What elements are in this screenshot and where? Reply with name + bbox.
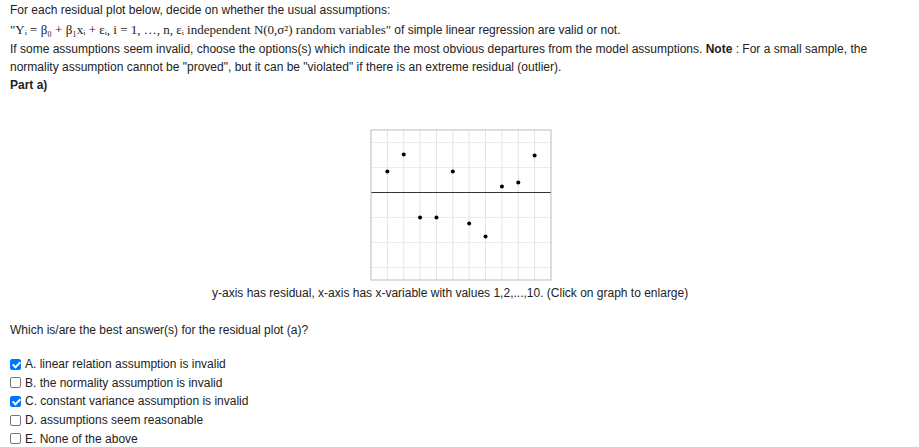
instruction-line: If some assumptions seem invalid, choose… (10, 42, 867, 56)
option-row: D. assumptions seem reasonable (10, 413, 203, 427)
x-grid-line (387, 130, 388, 280)
instruction-text: If some assumptions seem invalid, choose… (10, 42, 706, 56)
model-formula: "Yᵢ = β₀ + β₁xᵢ + εᵢ, i = 1, …, n, εᵢ in… (10, 22, 391, 37)
x-grid-line (501, 130, 502, 280)
y-grid-line (371, 217, 551, 218)
option-label: A. linear relation assumption is invalid (25, 357, 226, 371)
x-grid-line (469, 130, 470, 280)
y-grid-line (371, 242, 551, 243)
part-title: Part a) (10, 78, 47, 92)
note-continued: normality assumption cannot be "proved",… (10, 60, 561, 74)
x-grid-line (518, 130, 519, 280)
model-line: "Yᵢ = β₀ + β₁xᵢ + εᵢ, i = 1, …, n, εᵢ in… (10, 22, 620, 38)
question-line: Which is/are the best answer(s) for the … (10, 323, 308, 337)
residual-point (451, 170, 455, 174)
y-grid-line (371, 267, 551, 268)
zero-line (371, 192, 551, 193)
checkbox[interactable] (10, 433, 21, 444)
x-grid-line (436, 130, 437, 280)
note-line: normality assumption cannot be "proved",… (10, 60, 561, 74)
intro-text: For each residual plot below, decide on … (10, 3, 390, 17)
option-label: B. the normality assumption is invalid (25, 376, 222, 390)
option-row: E. None of the above (10, 432, 138, 446)
points (385, 153, 536, 239)
model-tail: of simple linear regression are valid or… (391, 23, 620, 37)
option-row: A. linear relation assumption is invalid (10, 357, 226, 371)
note-text: : For a small sample, the (732, 42, 867, 56)
residual-point (385, 170, 389, 174)
caption-text: y-axis has residual, x-axis has x-variab… (212, 286, 688, 300)
option-label: E. None of the above (25, 432, 138, 446)
residual-point (434, 216, 438, 220)
x-grid-line (452, 130, 453, 280)
y-grid-line (371, 167, 551, 168)
checkbox[interactable] (10, 359, 21, 370)
note-label: Note (706, 42, 733, 56)
part-line: Part a) (10, 78, 47, 92)
option-label: D. assumptions seem reasonable (25, 413, 203, 427)
residual-point (467, 222, 471, 226)
checkbox[interactable] (10, 396, 21, 407)
residual-point (533, 154, 537, 158)
checkbox[interactable] (10, 377, 21, 388)
intro-line: For each residual plot below, decide on … (10, 3, 390, 17)
x-grid-line (420, 130, 421, 280)
x-grid-line (485, 130, 486, 280)
residual-point (484, 235, 488, 239)
x-grid-line (534, 130, 535, 280)
question-text: Which is/are the best answer(s) for the … (10, 323, 308, 337)
residual-point (418, 216, 422, 220)
residual-point (500, 185, 504, 189)
residual-point (402, 153, 406, 157)
caption-line: y-axis has residual, x-axis has x-variab… (212, 286, 688, 300)
residual-point (516, 181, 520, 185)
y-grid-line (371, 142, 551, 143)
option-row: C. constant variance assumption is inval… (10, 394, 248, 408)
option-row: B. the normality assumption is invalid (10, 376, 222, 390)
option-label: C. constant variance assumption is inval… (25, 394, 248, 408)
plot-frame (371, 130, 551, 280)
checkbox[interactable] (10, 415, 21, 426)
